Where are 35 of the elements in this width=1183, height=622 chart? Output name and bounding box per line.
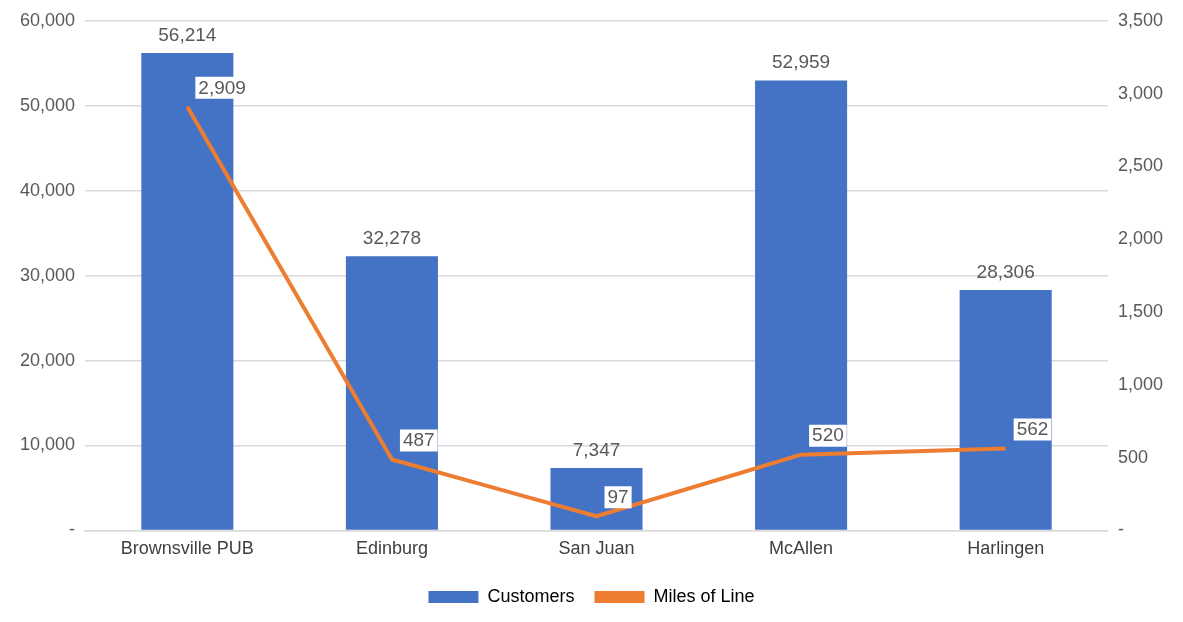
data-label: 2,909 <box>198 76 246 98</box>
y2-tick-label: 2,000 <box>1117 228 1163 249</box>
data-label: 487 <box>402 429 435 451</box>
y2-tick-label: 2,500 <box>1117 155 1163 176</box>
bar <box>345 256 438 530</box>
data-label: 97 <box>607 486 629 508</box>
data-label: 28,306 <box>976 260 1035 282</box>
y-tick-label: 50,000 <box>19 94 76 115</box>
x-tick-label: Harlingen <box>967 538 1045 559</box>
bar <box>755 80 848 530</box>
y-tick-label: 20,000 <box>19 349 76 370</box>
data-label: 32,278 <box>362 226 421 248</box>
y-tick-label: 30,000 <box>19 264 76 285</box>
y-tick-label: - <box>69 519 76 540</box>
y2-tick-label: - <box>1117 519 1124 540</box>
x-tick-label: San Juan <box>558 538 635 559</box>
y2-tick-label: 3,000 <box>1117 82 1163 103</box>
data-label: 520 <box>812 424 844 446</box>
y-tick-label: 40,000 <box>19 179 76 200</box>
x-tick-label: Edinburg <box>355 538 428 559</box>
legend-label: Customers <box>487 585 575 606</box>
y2-tick-label: 1,000 <box>1117 373 1163 394</box>
data-label: 7,347 <box>572 438 621 460</box>
data-label: 562 <box>1016 418 1049 440</box>
bar <box>959 289 1052 530</box>
y2-tick-label: 1,500 <box>1117 300 1163 321</box>
data-label: 56,214 <box>158 23 217 45</box>
y2-tick-label: 500 <box>1117 446 1148 467</box>
x-tick-label: Brownsville PUB <box>120 538 254 559</box>
x-tick-label: McAllen <box>769 538 834 559</box>
y2-tick-label: 3,500 <box>1117 9 1163 30</box>
data-label: 52,959 <box>772 51 831 73</box>
y-tick-label: 10,000 <box>19 434 76 455</box>
y-tick-label: 60,000 <box>19 9 76 30</box>
legend-label: Miles of Line <box>653 585 755 606</box>
